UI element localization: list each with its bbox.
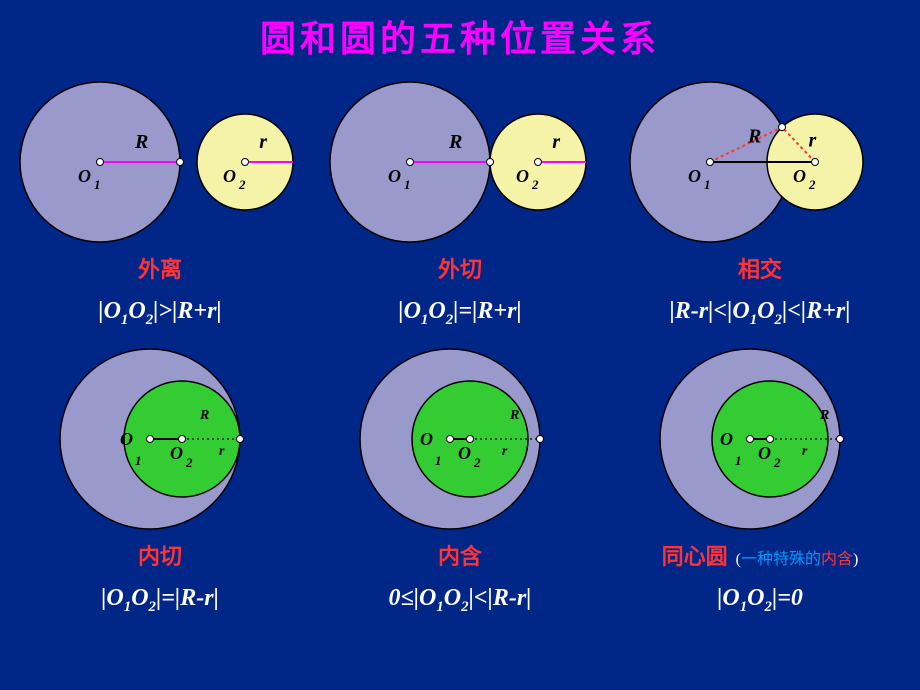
svg-text:O: O — [720, 429, 733, 449]
note-concentric: (一种特殊的内含) — [736, 545, 859, 569]
svg-text:R: R — [747, 126, 761, 148]
formula-intersect: |R-r|<|O1O2|<|R+r| — [669, 298, 850, 329]
case-intersect: RrO1O2 相交 |R-r|<|O1O2|<|R+r| — [610, 72, 910, 329]
case-ext-tangent: RrO1O2 外切 |O1O2|=|R+r| — [310, 72, 610, 329]
svg-text:R: R — [199, 408, 209, 423]
name-contained: 内含 — [438, 539, 482, 571]
formula-contained: 0≤|O1O2|<|R-r| — [389, 585, 532, 616]
diagram-concentric: RrO1O2 — [610, 339, 910, 539]
formula-concentric: |O1O2|=0 — [717, 585, 803, 616]
svg-text:r: r — [802, 444, 808, 459]
svg-text:1: 1 — [404, 177, 411, 192]
svg-text:r: r — [552, 131, 560, 153]
case-contained: RrO1O2 内含 0≤|O1O2|<|R-r| — [310, 339, 610, 616]
svg-text:O: O — [793, 166, 806, 186]
case-int-tangent: RrO1O2 内切 |O1O2|=|R-r| — [10, 339, 310, 616]
svg-text:2: 2 — [808, 177, 816, 192]
case-separate: RrO1O2 外离 |O1O2|>|R+r| — [10, 72, 310, 329]
diagram-contained: RrO1O2 — [310, 339, 610, 539]
formula-ext-tangent: |O1O2|=|R+r| — [398, 298, 521, 329]
diagram-separate: RrO1O2 — [10, 72, 310, 252]
diagram-intersect: RrO1O2 — [610, 72, 910, 252]
svg-text:2: 2 — [531, 177, 539, 192]
svg-text:O: O — [78, 166, 91, 186]
svg-text:r: r — [809, 130, 817, 152]
svg-text:2: 2 — [773, 455, 781, 470]
svg-text:R: R — [819, 408, 829, 423]
name-concentric-row: 同心圆 (一种特殊的内含) — [662, 539, 859, 571]
case-concentric: RrO1O2 同心圆 (一种特殊的内含) |O1O2|=0 — [610, 339, 910, 616]
name-separate: 外离 — [138, 252, 182, 284]
name-intersect: 相交 — [738, 252, 782, 284]
svg-text:r: r — [219, 444, 225, 459]
svg-text:1: 1 — [735, 453, 742, 468]
svg-text:O: O — [170, 443, 183, 463]
svg-text:O: O — [223, 166, 236, 186]
diagram-int-tangent: RrO1O2 — [10, 339, 310, 539]
svg-text:r: r — [259, 131, 267, 153]
svg-text:O: O — [688, 166, 701, 186]
svg-text:O: O — [458, 443, 471, 463]
svg-text:O: O — [120, 429, 133, 449]
svg-text:2: 2 — [185, 455, 193, 470]
svg-text:O: O — [420, 429, 433, 449]
formula-separate: |O1O2|>|R+r| — [98, 298, 221, 329]
svg-text:R: R — [448, 131, 462, 153]
formula-int-tangent: |O1O2|=|R-r| — [101, 585, 219, 616]
svg-text:2: 2 — [238, 177, 246, 192]
svg-text:2: 2 — [473, 455, 481, 470]
svg-text:r: r — [502, 444, 508, 459]
name-concentric: 同心圆 — [662, 539, 728, 571]
diagram-grid: RrO1O2 外离 |O1O2|>|R+r| RrO1O2 外切 |O1O2|=… — [0, 62, 920, 616]
svg-text:1: 1 — [704, 177, 711, 192]
diagram-ext-tangent: RrO1O2 — [310, 72, 610, 252]
svg-text:R: R — [134, 131, 148, 153]
svg-text:O: O — [516, 166, 529, 186]
svg-text:1: 1 — [435, 453, 442, 468]
svg-text:O: O — [388, 166, 401, 186]
name-int-tangent: 内切 — [138, 539, 182, 571]
svg-text:1: 1 — [135, 453, 142, 468]
svg-text:O: O — [758, 443, 771, 463]
name-ext-tangent: 外切 — [438, 252, 482, 284]
page-title: 圆和圆的五种位置关系 — [0, 0, 920, 62]
svg-text:R: R — [509, 408, 519, 423]
svg-text:1: 1 — [94, 177, 101, 192]
